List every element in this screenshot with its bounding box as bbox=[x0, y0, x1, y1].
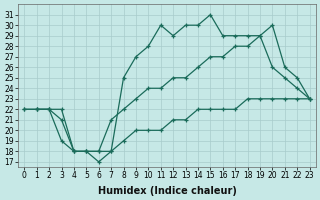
X-axis label: Humidex (Indice chaleur): Humidex (Indice chaleur) bbox=[98, 186, 236, 196]
